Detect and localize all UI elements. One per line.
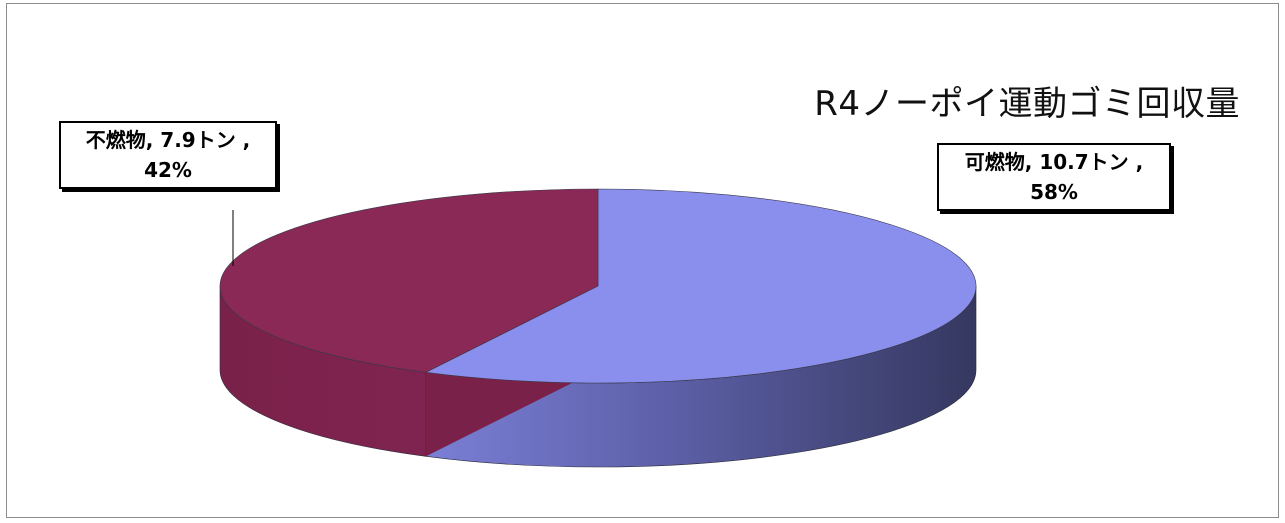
data-label-nonburnable-line1: 不燃物, 7.9トン , [85, 128, 251, 152]
data-label-burnable: 可燃物, 10.7トン , 58% [937, 143, 1171, 211]
data-label-nonburnable-line2: 42% [144, 158, 192, 182]
data-label-burnable-line2: 58% [1030, 180, 1078, 204]
slice-top-nonburnable [219, 188, 599, 373]
chart-frame: R4ノーポイ運動ゴミ回収量 可燃物, 10.7トン , 58% 不燃物, 7.9… [6, 3, 1279, 518]
pie-layer [219, 188, 977, 468]
slice-top-burnable [424, 188, 977, 384]
data-label-nonburnable: 不燃物, 7.9トン , 42% [59, 121, 277, 189]
data-label-burnable-line1: 可燃物, 10.7トン , [964, 150, 1144, 174]
chart-title: R4ノーポイ運動ゴミ回収量 [814, 84, 1240, 124]
pie-chart [219, 188, 977, 468]
